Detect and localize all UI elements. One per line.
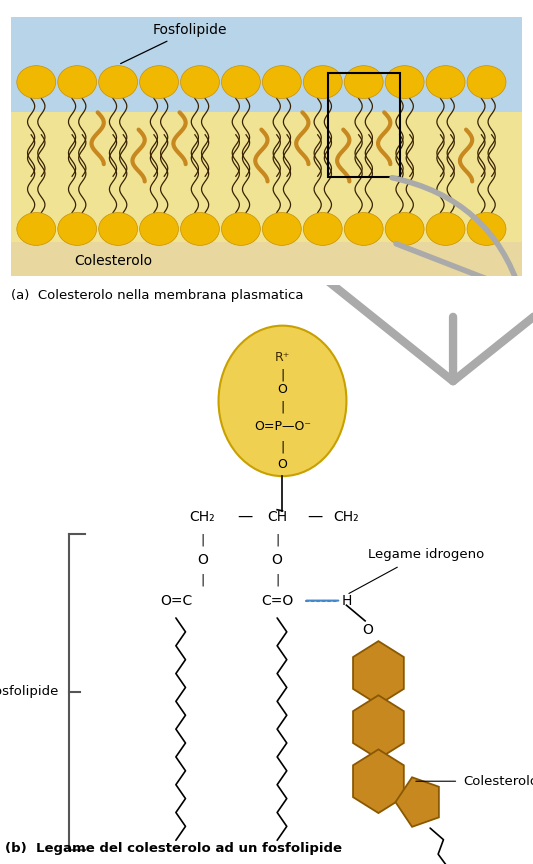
Circle shape [58,66,96,98]
Text: Colesterolo: Colesterolo [74,254,152,269]
Circle shape [344,213,383,245]
Circle shape [99,66,138,98]
Circle shape [58,213,96,245]
Circle shape [303,66,342,98]
FancyArrowPatch shape [314,270,533,381]
Text: Colesterolo: Colesterolo [464,775,533,788]
Text: (a)  Colesterolo nella membrana plasmatica: (a) Colesterolo nella membrana plasmatic… [11,289,303,302]
Circle shape [426,213,465,245]
Circle shape [17,213,55,245]
Polygon shape [353,696,404,759]
Circle shape [262,66,301,98]
Circle shape [344,66,383,98]
Circle shape [181,213,220,245]
Circle shape [303,213,342,245]
Text: O: O [362,623,373,637]
Circle shape [262,213,301,245]
Bar [328,73,400,177]
Text: —: — [238,509,253,524]
Text: —: — [307,509,322,524]
Circle shape [99,213,138,245]
Text: R⁺: R⁺ [275,351,290,364]
Text: |: | [280,400,285,413]
Text: O: O [272,553,282,567]
Circle shape [426,66,465,98]
Circle shape [385,213,424,245]
Circle shape [385,66,424,98]
Text: |: | [280,441,285,454]
Bar [11,242,522,276]
Circle shape [222,213,260,245]
Text: CH₂: CH₂ [334,510,359,524]
Text: |: | [280,368,285,381]
Text: Fosfolipide: Fosfolipide [0,685,59,698]
Text: O: O [278,458,287,471]
Text: O=C: O=C [160,594,192,607]
Ellipse shape [219,326,346,476]
Text: C=O: C=O [261,594,293,607]
Text: CH₂: CH₂ [190,510,215,524]
Circle shape [17,66,55,98]
FancyArrowPatch shape [392,178,533,292]
Text: O=P—O⁻: O=P—O⁻ [254,421,311,434]
Circle shape [181,66,220,98]
Text: |: | [275,574,279,587]
Polygon shape [353,641,404,705]
Circle shape [222,66,260,98]
Circle shape [467,66,506,98]
Bar [11,17,522,112]
Text: Fosfolipide: Fosfolipide [120,23,227,64]
Polygon shape [353,749,404,813]
Text: H: H [341,594,352,607]
Text: |: | [200,533,205,546]
Circle shape [140,213,179,245]
Text: O: O [278,383,287,396]
Text: O: O [197,553,208,567]
Text: |: | [275,533,279,546]
Text: (b)  Legame del colesterolo ad un fosfolipide: (b) Legame del colesterolo ad un fosfoli… [5,842,342,855]
Circle shape [467,213,506,245]
Circle shape [140,66,179,98]
Polygon shape [395,778,439,827]
Text: Legame idrogeno: Legame idrogeno [368,548,484,561]
Text: CH: CH [267,510,287,524]
Text: |: | [200,574,205,587]
Bar [11,112,522,242]
